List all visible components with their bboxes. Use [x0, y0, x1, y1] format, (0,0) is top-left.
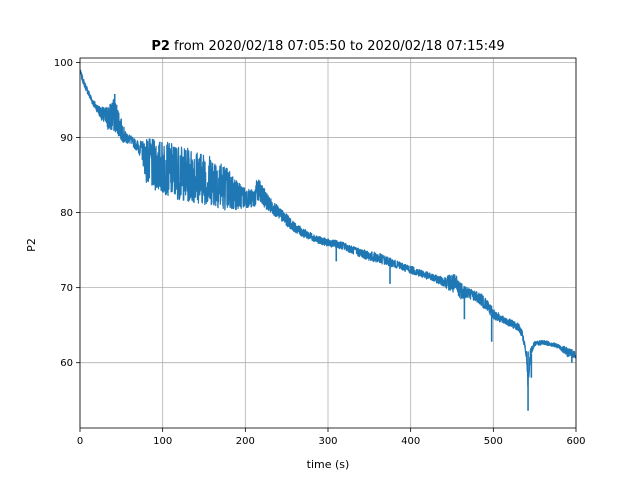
x-axis-label: time (s)	[307, 458, 350, 471]
y-axis-ticks: 60 70 80 90 100	[54, 58, 80, 369]
series-group	[80, 69, 576, 411]
series-line	[80, 69, 576, 387]
y-tick-label: 80	[60, 208, 73, 219]
chart-title: P2 from 2020/02/18 07:05:50 to 2020/02/1…	[151, 39, 504, 54]
y-axis-label: P2	[25, 238, 38, 252]
x-tick-label: 100	[153, 436, 172, 447]
y-tick-label: 60	[60, 358, 73, 369]
x-tick-label: 300	[318, 436, 337, 447]
x-axis-ticks: 0 100 200 300 400 500 600	[77, 428, 586, 447]
y-tick-label: 100	[54, 58, 73, 69]
chart-title-bold: P2	[151, 39, 170, 54]
x-tick-label: 600	[566, 436, 585, 447]
x-tick-label: 500	[484, 436, 503, 447]
x-tick-label: 0	[77, 436, 83, 447]
x-tick-label: 400	[401, 436, 420, 447]
plot-series	[80, 69, 576, 411]
chart-title-rest: from 2020/02/18 07:05:50 to 2020/02/18 0…	[170, 39, 505, 54]
y-tick-label: 70	[60, 283, 73, 294]
grid-lines	[79, 58, 577, 428]
x-tick-label: 200	[236, 436, 255, 447]
y-tick-label: 90	[60, 133, 73, 144]
